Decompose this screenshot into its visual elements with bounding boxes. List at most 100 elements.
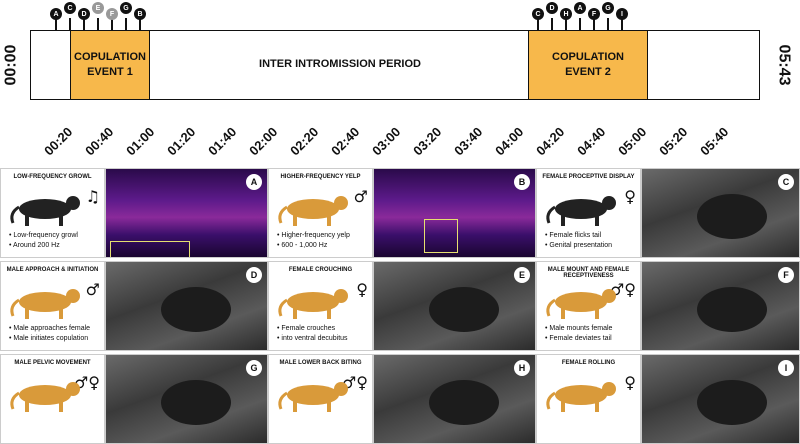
jaguar-icon [10,196,80,226]
panel-f-description: MALE MOUNT AND FEMALE RECEPTIVENESS♂♀ Mal… [536,261,641,351]
bullet-item: Higher-frequency yelp [277,231,349,241]
event2-line1: COPULATION [552,51,624,63]
marker-line [83,18,85,30]
sex-symbol-icon: ♂♀ [609,280,636,299]
jaguar-photo-subject [697,287,767,332]
panel-title: HIGHER-FREQUENCY YELP [280,174,361,180]
timeline-tick-label: 01:00 [123,124,158,159]
panel-bullets: Higher-frequency yelp600 - 1,000 Hz [277,231,350,251]
spectrogram-image: B [373,168,536,258]
panel-bullets: Low-frequency growlAround 200 Hz [9,231,78,251]
marker-e: E [92,2,104,14]
timeline-tick-label: 01:40 [205,124,240,159]
camera-trap-photo: D [105,261,268,351]
jaguar-photo-subject [697,380,767,425]
camera-trap-photo: H [373,354,536,444]
panel-i-description: FEMALE ROLLING ♀ [536,354,641,444]
marker-line [607,18,609,30]
panel-bullets: Male approaches femaleMale initiates cop… [9,324,90,344]
camera-trap-photo: E [373,261,536,351]
bullet-item: Male initiates copulation [9,334,90,344]
panel-bullets: Male mounts femaleFemale deviates tail [545,324,612,344]
marker-f: F [588,8,600,20]
bullet-item: Female crouches [277,324,348,334]
panel-bullets: Female flicks tailGenital presentation [545,231,612,251]
marker-line [621,18,623,30]
marker-line [551,18,553,30]
jaguar-photo-subject [161,287,231,332]
bullet-item: into ventral decubitus [277,334,347,344]
sex-symbol-icon: ♂♀ [341,373,368,392]
camera-trap-photo: C [641,168,800,258]
marker-g: G [120,2,132,14]
jaguar-icon [546,289,616,319]
marker-h: H [560,8,572,20]
sex-symbol-icon: ♀ [624,373,636,392]
marker-line [537,18,539,30]
panel-title: FEMALE CROUCHING [288,267,353,273]
bullet-item: Low-frequency growl [9,231,78,241]
jaguar-icon [278,382,348,412]
bullet-item: Male approaches female [9,324,90,334]
panel-c-description: FEMALE PROCEPTIVE DISPLAY ♀ Female flicks … [536,168,641,258]
marker-line [125,18,127,30]
panel-title: MALE MOUNT AND FEMALE RECEPTIVENESS [547,267,630,279]
panel-g-description: MALE PELVIC MOVEMENT ♂♀ [0,354,105,444]
marker-line [139,18,141,30]
marker-line [593,18,595,30]
panel-a-description: LOW-FREQUENCY GROWL ♫ Low-frequency growlA… [0,168,105,258]
timeline-tick-label: 01:20 [164,124,199,159]
marker-a: A [50,8,62,20]
panel-b-description: HIGHER-FREQUENCY YELP ♂ Higher-frequency y… [268,168,373,258]
marker-g: G [602,2,614,14]
timeline-tick-label: 04:20 [533,124,568,159]
sex-symbol-icon: ♂♀ [73,373,100,392]
jaguar-icon [546,382,616,412]
marker-b: B [134,8,146,20]
jaguar-icon [10,289,80,319]
jaguar-icon [546,196,616,226]
timeline-tick-label: 02:00 [246,124,281,159]
highlight-box [110,241,190,257]
marker-line [69,18,71,30]
timeline-start-label: 00:00 [2,44,20,86]
copulation-event-1: COPULATION EVENT 1 [70,30,150,100]
panel-letter-badge: F [778,267,794,283]
timeline-tick-label: 02:20 [287,124,322,159]
panel-letter-badge: I [778,360,794,376]
sex-symbol-icon: ♂ [85,280,100,299]
panel-letter-badge: G [246,360,262,376]
camera-trap-photo: G [105,354,268,444]
timeline-tick-label: 03:20 [410,124,445,159]
camera-trap-photo: F [641,261,800,351]
jaguar-photo-subject [697,194,767,239]
sex-symbol-icon: ♀ [624,187,636,206]
event1-line1: COPULATION [74,51,146,63]
marker-c: C [532,8,544,20]
sex-symbol-icon: ♫ [85,187,100,206]
panel-letter-badge: A [246,174,262,190]
bullet-item: Around 200 Hz [9,241,78,251]
marker-line [97,18,99,30]
timeline-tick-label: 00:40 [82,124,117,159]
panel-bullets: Female crouchesinto ventral decubitus [277,324,348,344]
bullet-item: Female deviates tail [545,334,612,344]
panel-h-description: MALE LOWER BACK BITING ♂♀ [268,354,373,444]
bullet-item: 600 - 1,000 Hz [277,241,350,251]
event1-line2: EVENT 1 [87,66,133,78]
marker-line [565,18,567,30]
marker-line [55,18,57,30]
jaguar-photo-subject [429,380,499,425]
marker-d: D [546,2,558,14]
panel-e-description: FEMALE CROUCHING ♀ Female crouchesinto ven… [268,261,373,351]
timeline-tick-label: 04:40 [574,124,609,159]
timeline-tick-label: 05:20 [656,124,691,159]
panel-title: LOW-FREQUENCY GROWL [13,174,92,180]
jaguar-icon [10,382,80,412]
timeline-tick-label: 04:00 [492,124,527,159]
panel-letter-badge: B [514,174,530,190]
marker-c: C [64,2,76,14]
copulation-event-2: COPULATION EVENT 2 [528,30,648,100]
jaguar-photo-subject [161,380,231,425]
panel-title: MALE PELVIC MOVEMENT [14,360,91,366]
